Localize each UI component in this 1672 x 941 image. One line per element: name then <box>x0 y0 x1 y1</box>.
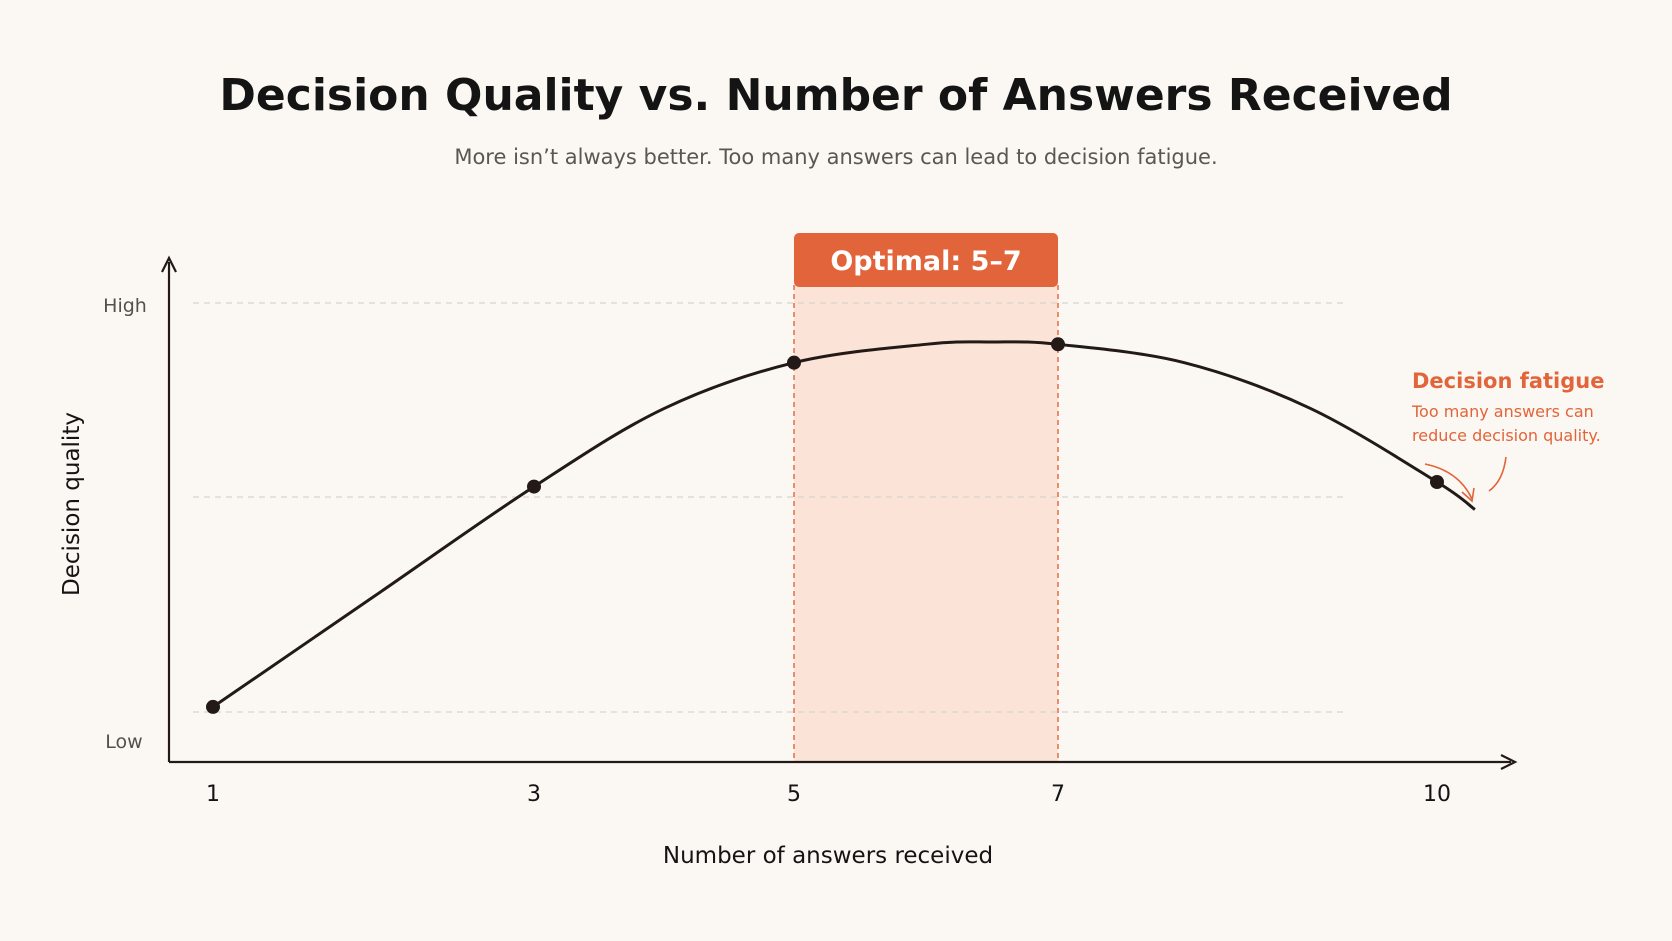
data-point <box>206 699 220 714</box>
data-point <box>1051 337 1065 352</box>
x-tick-label: 7 <box>1051 782 1065 807</box>
x-tick-label: 5 <box>787 782 801 807</box>
optimal-label-text: Optimal: 5–7 <box>830 246 1021 277</box>
x-axis-label: Number of answers received <box>663 843 993 869</box>
x-axis-arrow <box>1500 754 1518 770</box>
optimal-band-fill <box>794 285 1058 762</box>
points-layer <box>206 337 1444 714</box>
annotation-arrow <box>1424 463 1473 500</box>
annotation-line: reduce decision quality. <box>1412 426 1601 445</box>
annotation-arrow <box>1488 456 1507 492</box>
chart-title: Decision Quality vs. Number of Answers R… <box>219 70 1452 121</box>
axes <box>161 255 1518 770</box>
x-tick-label: 3 <box>527 782 541 807</box>
data-point <box>1430 475 1444 490</box>
data-point <box>527 479 541 494</box>
annotation-line: Too many answers can <box>1411 402 1594 421</box>
annotation-title: Decision fatigue <box>1412 369 1604 393</box>
optimal-band <box>793 285 1059 762</box>
curve-layer <box>212 340 1476 709</box>
decision-quality-curve <box>212 340 1476 709</box>
y-tick-low: Low <box>105 731 142 753</box>
x-tick-label: 10 <box>1423 782 1451 807</box>
optimal-label-background <box>794 233 1058 287</box>
optimal-label: Optimal: 5–7 <box>794 233 1058 287</box>
y-axis-label: Decision quality <box>59 412 85 596</box>
y-tick-high: High <box>103 295 147 317</box>
x-tick-label: 1 <box>206 782 220 807</box>
grid <box>193 302 1346 713</box>
decision-fatigue-annotation: Decision fatigue Too many answers can re… <box>1411 369 1604 503</box>
y-axis-arrow <box>161 255 177 273</box>
data-point <box>787 355 801 370</box>
annotation-arrowhead <box>1461 487 1475 503</box>
chart-subtitle: More isn’t always better. Too many answe… <box>454 145 1217 169</box>
